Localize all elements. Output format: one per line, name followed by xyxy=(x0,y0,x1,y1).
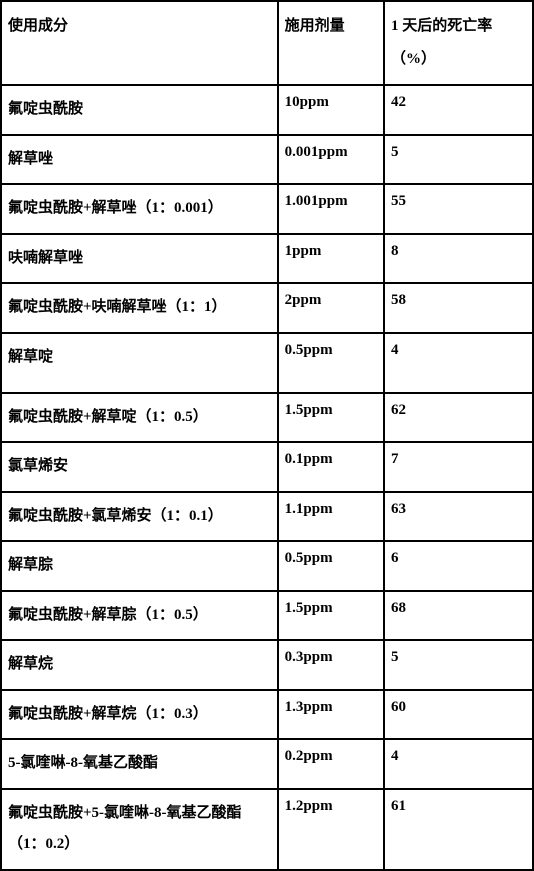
col-header-dose: 施用剂量 xyxy=(278,1,384,85)
col-header-rate: 1 天后的死亡率（%） xyxy=(384,1,533,85)
table-row: 氟啶虫酰胺+呋喃解草唑（1：1） 2ppm 58 xyxy=(1,283,533,333)
cell-ingredient: 解草唑 xyxy=(1,135,278,185)
cell-rate: 61 xyxy=(384,789,533,870)
table-body: 使用成分 施用剂量 1 天后的死亡率（%） 氟啶虫酰胺 10ppm 42 解草唑… xyxy=(1,1,533,870)
cell-rate: 8 xyxy=(384,234,533,284)
cell-ingredient: 氟啶虫酰胺+解草啶（1：0.5） xyxy=(1,393,278,443)
cell-ingredient: 解草啶 xyxy=(1,333,278,393)
cell-ingredient: 氯草烯安 xyxy=(1,442,278,492)
cell-rate: 63 xyxy=(384,492,533,542)
table-row: 氟啶虫酰胺+解草啶（1：0.5） 1.5ppm 62 xyxy=(1,393,533,443)
col-header-ingredient: 使用成分 xyxy=(1,1,278,85)
cell-rate: 4 xyxy=(384,739,533,789)
cell-dose: 0.5ppm xyxy=(278,541,384,591)
cell-dose: 0.001ppm xyxy=(278,135,384,185)
cell-ingredient: 呋喃解草唑 xyxy=(1,234,278,284)
table-row: 氟啶虫酰胺+解草唑（1：0.001） 1.001ppm 55 xyxy=(1,184,533,234)
data-table: 使用成分 施用剂量 1 天后的死亡率（%） 氟啶虫酰胺 10ppm 42 解草唑… xyxy=(0,0,534,871)
table-row: 氟啶虫酰胺+解草腙（1：0.5） 1.5ppm 68 xyxy=(1,591,533,641)
table-header-row: 使用成分 施用剂量 1 天后的死亡率（%） xyxy=(1,1,533,85)
cell-dose: 1.2ppm xyxy=(278,789,384,870)
table-row: 氟啶虫酰胺+5-氯喹啉-8-氧基乙酸酯（1：0.2） 1.2ppm 61 xyxy=(1,789,533,870)
cell-ingredient: 氟啶虫酰胺+氯草烯安（1：0.1） xyxy=(1,492,278,542)
table-row: 氟啶虫酰胺+氯草烯安（1：0.1） 1.1ppm 63 xyxy=(1,492,533,542)
table-row: 解草烷 0.3ppm 5 xyxy=(1,640,533,690)
cell-dose: 1.001ppm xyxy=(278,184,384,234)
cell-dose: 0.3ppm xyxy=(278,640,384,690)
cell-dose: 1.5ppm xyxy=(278,393,384,443)
cell-ingredient: 氟啶虫酰胺+5-氯喹啉-8-氧基乙酸酯（1：0.2） xyxy=(1,789,278,870)
cell-dose: 2ppm xyxy=(278,283,384,333)
cell-dose: 1.1ppm xyxy=(278,492,384,542)
cell-ingredient: 氟啶虫酰胺+呋喃解草唑（1：1） xyxy=(1,283,278,333)
cell-rate: 6 xyxy=(384,541,533,591)
table-row: 解草啶 0.5ppm 4 xyxy=(1,333,533,393)
cell-dose: 1ppm xyxy=(278,234,384,284)
cell-ingredient: 氟啶虫酰胺 xyxy=(1,85,278,135)
cell-ingredient: 解草腙 xyxy=(1,541,278,591)
cell-rate: 58 xyxy=(384,283,533,333)
cell-rate: 62 xyxy=(384,393,533,443)
cell-rate: 55 xyxy=(384,184,533,234)
data-table-container: 使用成分 施用剂量 1 天后的死亡率（%） 氟啶虫酰胺 10ppm 42 解草唑… xyxy=(0,0,534,871)
cell-rate: 5 xyxy=(384,135,533,185)
table-row: 5-氯喹啉-8-氧基乙酸酯 0.2ppm 4 xyxy=(1,739,533,789)
cell-dose: 10ppm xyxy=(278,85,384,135)
cell-rate: 5 xyxy=(384,640,533,690)
cell-rate: 60 xyxy=(384,690,533,740)
cell-rate: 4 xyxy=(384,333,533,393)
cell-dose: 0.1ppm xyxy=(278,442,384,492)
cell-dose: 1.5ppm xyxy=(278,591,384,641)
table-row: 呋喃解草唑 1ppm 8 xyxy=(1,234,533,284)
table-row: 氟啶虫酰胺 10ppm 42 xyxy=(1,85,533,135)
table-row: 氟啶虫酰胺+解草烷（1：0.3） 1.3ppm 60 xyxy=(1,690,533,740)
table-row: 解草腙 0.5ppm 6 xyxy=(1,541,533,591)
cell-ingredient: 氟啶虫酰胺+解草唑（1：0.001） xyxy=(1,184,278,234)
cell-rate: 7 xyxy=(384,442,533,492)
table-row: 氯草烯安 0.1ppm 7 xyxy=(1,442,533,492)
cell-ingredient: 5-氯喹啉-8-氧基乙酸酯 xyxy=(1,739,278,789)
cell-dose: 1.3ppm xyxy=(278,690,384,740)
cell-dose: 0.2ppm xyxy=(278,739,384,789)
cell-ingredient: 氟啶虫酰胺+解草腙（1：0.5） xyxy=(1,591,278,641)
cell-rate: 68 xyxy=(384,591,533,641)
cell-dose: 0.5ppm xyxy=(278,333,384,393)
cell-ingredient: 氟啶虫酰胺+解草烷（1：0.3） xyxy=(1,690,278,740)
table-row: 解草唑 0.001ppm 5 xyxy=(1,135,533,185)
cell-rate: 42 xyxy=(384,85,533,135)
cell-ingredient: 解草烷 xyxy=(1,640,278,690)
